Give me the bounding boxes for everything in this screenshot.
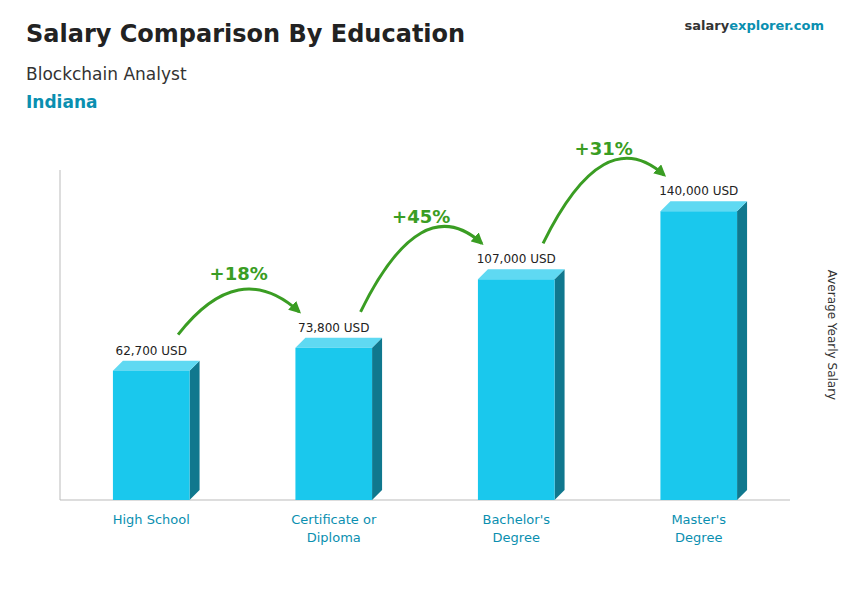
- x-tick-label-line: Certificate or: [291, 512, 377, 527]
- x-tick-label-line: Degree: [493, 530, 540, 545]
- bar: [660, 211, 737, 500]
- change-arrow: [361, 226, 482, 311]
- location: Indiana: [26, 92, 97, 112]
- x-tick-label: High School: [113, 512, 190, 527]
- bar: [295, 348, 372, 500]
- data-label: 107,000 USD: [477, 252, 556, 266]
- bars: [113, 201, 747, 500]
- chart-svg: Salary Comparison By Education Blockchain…: [0, 0, 850, 606]
- watermark: salary: [685, 18, 730, 33]
- data-label: 62,700 USD: [116, 344, 187, 358]
- x-tick-label-line: Bachelor's: [482, 512, 550, 527]
- y-axis-label: Average Yearly Salary: [825, 270, 839, 400]
- title: Salary Comparison By Education: [26, 20, 465, 48]
- x-tick-label-line: Degree: [675, 530, 722, 545]
- change-arrow: [178, 289, 299, 335]
- y-axis-line: [60, 170, 61, 500]
- bar-top: [113, 361, 200, 371]
- x-tick-label: Bachelor's Degree: [482, 512, 550, 545]
- watermark: explorer.com: [729, 18, 824, 33]
- x-tick-label: Master's Degree: [671, 512, 726, 545]
- bar: [113, 371, 190, 500]
- change-arrow: [543, 158, 664, 243]
- background: [0, 0, 850, 606]
- x-tick-label: Certificate or Diploma: [291, 512, 377, 545]
- x-tick-label-line: High School: [113, 512, 190, 527]
- bar-side: [190, 361, 200, 500]
- x-tick-label-line: Diploma: [307, 530, 361, 545]
- change-label: +18%: [210, 263, 268, 284]
- bar-side: [555, 269, 565, 500]
- data-label: 140,000 USD: [659, 184, 738, 198]
- chart-container: Salary Comparison By Education Blockchain…: [0, 0, 850, 606]
- bar-top: [295, 338, 382, 348]
- subtitle: Blockchain Analyst: [26, 64, 187, 84]
- change-label: +45%: [392, 206, 450, 227]
- data-label: 73,800 USD: [298, 321, 369, 335]
- change-label: +31%: [575, 138, 633, 159]
- bar-side: [372, 338, 382, 500]
- bar: [478, 279, 555, 500]
- x-tick-label-line: Master's: [671, 512, 726, 527]
- bar-top: [478, 269, 565, 279]
- bar-side: [737, 201, 747, 500]
- bar-top: [660, 201, 747, 211]
